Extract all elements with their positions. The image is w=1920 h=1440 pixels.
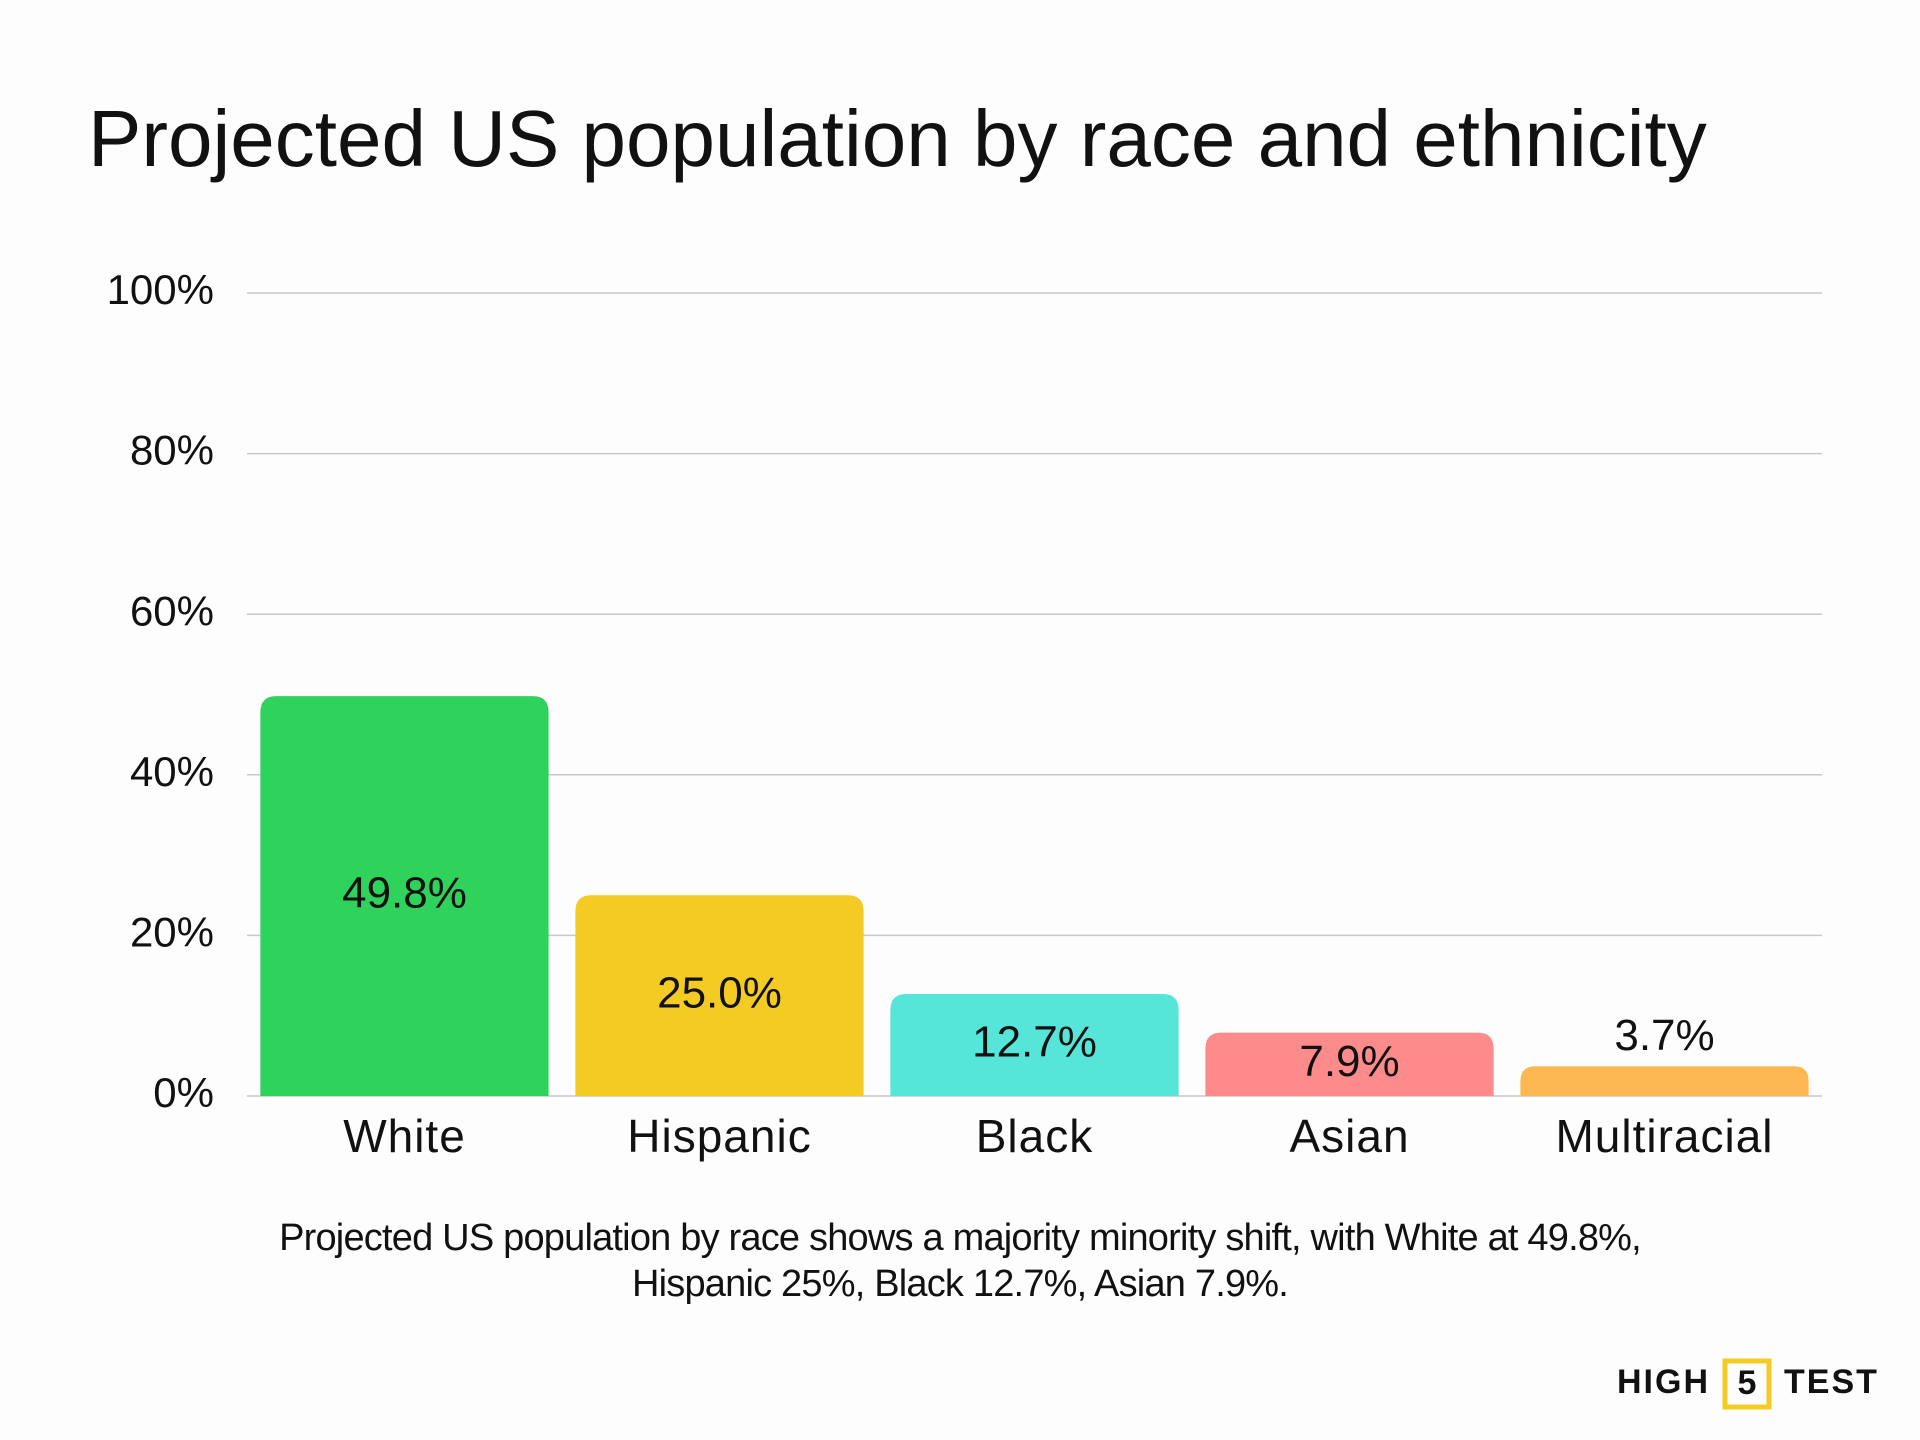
y-tick-label: 20%	[130, 908, 214, 955]
logo-text: 5	[1738, 1364, 1757, 1402]
bar	[260, 696, 549, 1096]
bar	[890, 994, 1179, 1096]
value-label: 3.7%	[1614, 1011, 1714, 1060]
x-tick-label: Asian	[1289, 1110, 1409, 1162]
x-tick-label: Black	[976, 1110, 1093, 1162]
logo: HIGH 5 TEST	[1617, 1358, 1879, 1410]
value-label: 12.7%	[972, 1018, 1097, 1067]
caption: Projected US population by race shows a …	[279, 1217, 1641, 1259]
y-tick-label: 80%	[130, 427, 214, 474]
value-label: 7.9%	[1299, 1037, 1399, 1086]
x-tick-label: White	[343, 1110, 466, 1162]
logo-text: TEST	[1784, 1363, 1879, 1401]
value-label: 49.8%	[342, 869, 467, 918]
y-tick-label: 100%	[107, 266, 214, 313]
y-tick-label: 60%	[130, 587, 214, 634]
bar	[575, 895, 864, 1096]
x-tick-label: Multiracial	[1555, 1110, 1773, 1162]
logo-text: HIGH	[1617, 1363, 1710, 1401]
value-label: 25.0%	[657, 968, 782, 1017]
logo-box	[1722, 1358, 1772, 1410]
y-tick-label: 40%	[130, 748, 214, 795]
chart-title: Projected US population by race and ethn…	[88, 94, 1707, 183]
x-tick-label: Hispanic	[627, 1110, 811, 1162]
y-tick-label: 0%	[153, 1069, 214, 1116]
bar	[1520, 1066, 1809, 1096]
caption: Hispanic 25%, Black 12.7%, Asian 7.9%.	[632, 1263, 1288, 1305]
bar	[1205, 1032, 1494, 1096]
